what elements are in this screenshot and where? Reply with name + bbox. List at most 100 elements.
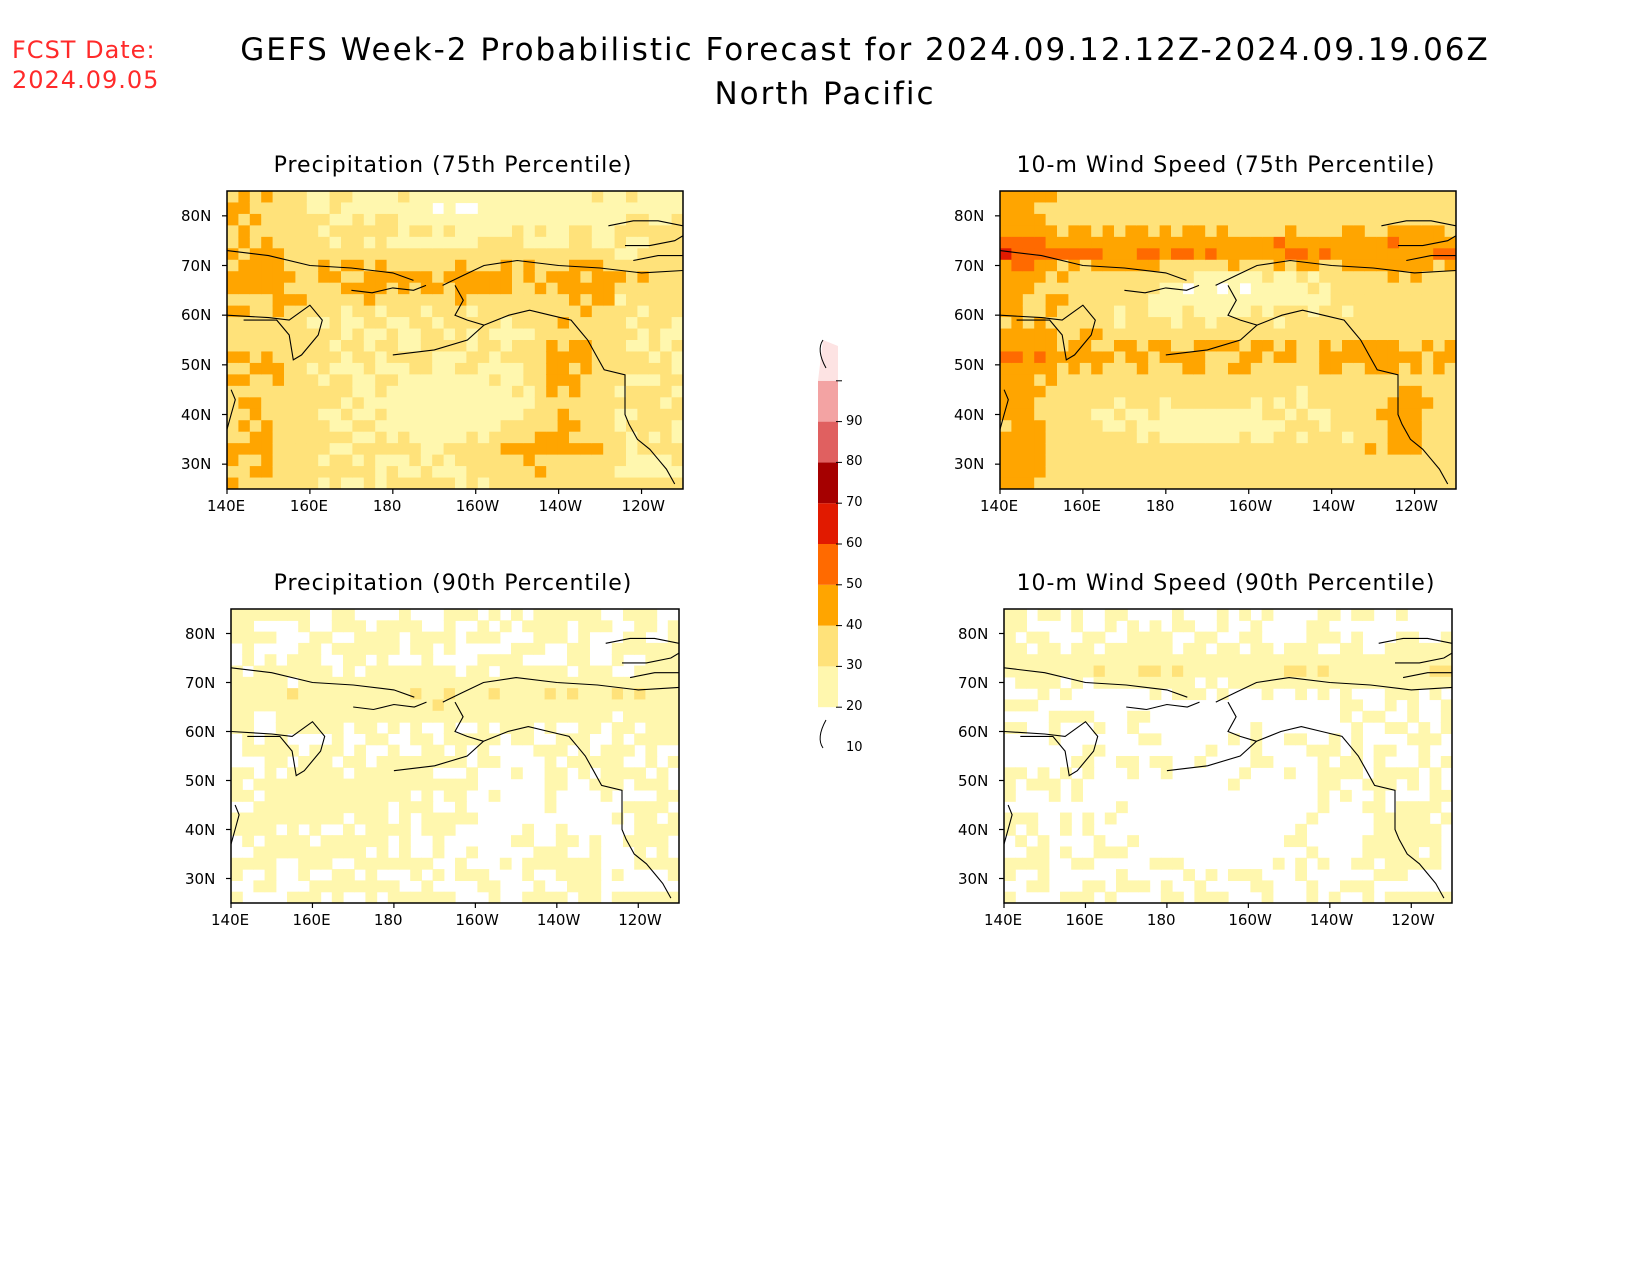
- field-cell: [555, 665, 568, 678]
- field-cell: [1418, 823, 1431, 836]
- field-cell: [488, 733, 501, 746]
- field-cell: [488, 891, 501, 903]
- field-cell: [352, 191, 365, 204]
- field-cell: [1285, 351, 1297, 364]
- field-cell: [261, 351, 274, 364]
- field-cell: [489, 340, 502, 353]
- field-cell: [555, 688, 568, 701]
- field-cell: [1307, 271, 1320, 284]
- field-cell: [533, 880, 546, 893]
- field-cell: [477, 191, 490, 204]
- field-cell: [667, 722, 679, 734]
- field-cell: [546, 271, 559, 284]
- lon-tick-label: 160E: [292, 911, 331, 929]
- field-cell: [569, 317, 581, 330]
- lon-tick-label: 180: [1146, 911, 1176, 929]
- field-cell: [1205, 282, 1218, 295]
- map-frame: [230, 608, 680, 904]
- field-cell: [272, 362, 285, 375]
- field-cell: [376, 699, 389, 712]
- field-cell: [1127, 665, 1139, 678]
- field-cell: [421, 778, 434, 791]
- field-cell: [671, 477, 683, 489]
- field-cell: [331, 710, 344, 723]
- field-cell: [354, 631, 366, 644]
- field-cell: [589, 869, 602, 881]
- field-cell: [1149, 676, 1162, 689]
- shaded-field: [1004, 609, 1452, 903]
- field-cell: [432, 812, 445, 825]
- field-cell: [1182, 385, 1195, 398]
- field-cell: [1182, 466, 1195, 479]
- field-cell: [1440, 665, 1452, 678]
- field-cell: [634, 891, 646, 903]
- field-cell: [329, 385, 342, 398]
- field-cell: [421, 767, 434, 780]
- field-cell: [1250, 654, 1263, 667]
- field-cell: [249, 236, 262, 249]
- field-cell: [386, 259, 399, 272]
- field-cell: [580, 431, 593, 444]
- field-cell: [443, 699, 456, 712]
- lon-tick-label: 140E: [211, 911, 250, 929]
- field-cell: [477, 620, 490, 633]
- field-cell: [569, 374, 581, 387]
- field-cell: [569, 340, 581, 353]
- field-cell: [341, 351, 353, 364]
- field-cell: [626, 385, 638, 398]
- field-cell: [284, 191, 296, 204]
- field-cell: [1384, 676, 1397, 689]
- field-cell: [1250, 385, 1263, 398]
- field-cell: [249, 466, 262, 479]
- field-cell: [1429, 767, 1442, 780]
- field-cell: [376, 801, 389, 814]
- field-cell: [1026, 676, 1039, 689]
- field-cell: [1399, 282, 1411, 295]
- field-cell: [363, 202, 376, 215]
- field-cell: [1399, 385, 1411, 398]
- colorbar-segment: [818, 625, 838, 667]
- field-cell: [1330, 420, 1343, 433]
- field-cell: [1239, 271, 1252, 284]
- field-cell: [1125, 420, 1138, 433]
- field-cell: [275, 846, 288, 859]
- field-cell: [477, 213, 490, 226]
- field-cell: [253, 857, 266, 870]
- lat-tick-label: 60N: [185, 722, 216, 741]
- field-cell: [1182, 454, 1195, 467]
- field-cell: [227, 213, 239, 226]
- field-cell: [671, 340, 683, 353]
- field-cell: [387, 710, 400, 723]
- field-cell: [272, 397, 285, 410]
- field-cell: [1421, 282, 1434, 295]
- field-cell: [634, 631, 646, 644]
- field-cell: [1239, 443, 1252, 456]
- field-cell: [1079, 305, 1092, 318]
- field-cell: [1228, 351, 1240, 364]
- field-cell: [249, 397, 262, 410]
- field-cell: [1407, 857, 1419, 870]
- field-cell: [614, 443, 627, 456]
- field-cell: [1125, 259, 1138, 272]
- field-cell: [1136, 397, 1149, 410]
- field-cell: [611, 891, 624, 903]
- field-cell: [295, 477, 308, 489]
- field-cell: [611, 767, 624, 780]
- field-cell: [1004, 665, 1016, 678]
- field-cell: [603, 213, 616, 226]
- field-cell: [329, 248, 342, 261]
- field-cell: [1250, 362, 1263, 375]
- field-cell: [331, 835, 344, 848]
- field-cell: [1182, 236, 1195, 249]
- field-cell: [1351, 880, 1363, 893]
- field-cell: [261, 362, 274, 375]
- field-cell: [1037, 631, 1050, 644]
- field-cell: [238, 236, 251, 249]
- field-cell: [477, 654, 490, 667]
- field-cell: [1182, 202, 1195, 215]
- field-cell: [1194, 880, 1207, 893]
- field-cell: [648, 248, 661, 261]
- field-cell: [320, 631, 333, 644]
- field-cell: [634, 688, 646, 701]
- field-cell: [634, 676, 646, 689]
